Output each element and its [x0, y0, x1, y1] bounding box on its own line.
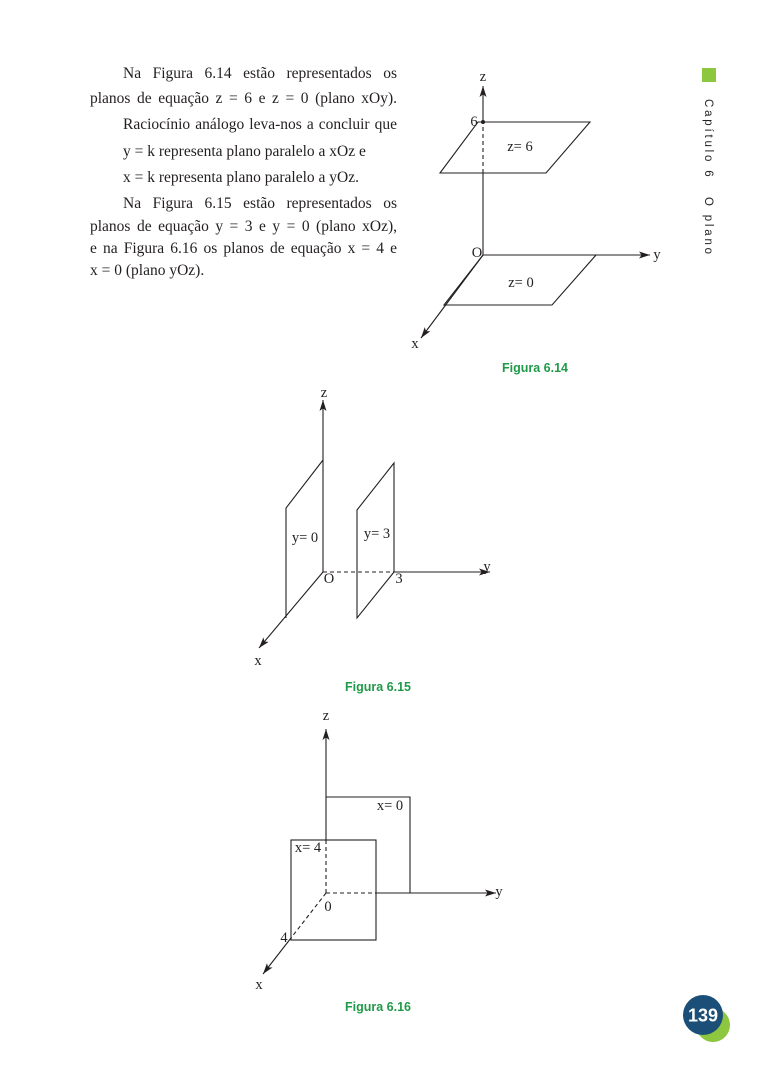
chapter-marker — [702, 68, 716, 82]
fig1-x-axis — [420, 254, 484, 339]
fig2-z-label: z — [321, 385, 328, 401]
fig3-plane-x4-label: x= 4 — [295, 840, 322, 856]
fig1-z-tick-label: 6 — [470, 114, 477, 130]
chapter-title: O plano — [702, 197, 714, 257]
page-number-badge: 139 — [683, 995, 730, 1042]
fig3-z-label: z — [323, 708, 330, 724]
fig1-plane-z0-label: z= 0 — [508, 275, 534, 291]
body-line-5: x = k representa plano paralelo a yOz. — [123, 169, 359, 186]
fig3-y-label: y — [495, 884, 503, 900]
fig3-origin-label: 0 — [324, 899, 331, 915]
fig1-caption: Figura 6.14 — [502, 361, 568, 375]
fig2-plane-y0 — [285, 459, 324, 618]
body-line-1: Na Figura 6.14 estão representados os — [123, 65, 397, 82]
fig1-z-label: z — [480, 69, 487, 85]
fig3-x-tick-label: 4 — [280, 930, 288, 946]
fig1-y-label: y — [653, 247, 661, 263]
fig1-z-tick-point — [481, 120, 485, 124]
body-line-3: Raciocínio análogo leva-nos a concluir q… — [123, 116, 397, 133]
fig3-x-axis-hidden — [290, 892, 327, 939]
figure-6-16: z x= 0 x= 4 0 4 y x Figura 6.16 — [255, 708, 503, 1014]
fig3-plane-x0 — [326, 796, 411, 893]
fig1-origin-label: O — [472, 245, 482, 261]
chapter-label: Capítulo 6 — [702, 99, 714, 180]
fig1-x-label: x — [411, 336, 419, 352]
body-line-8: e na Figura 6.16 os planos de equação x … — [90, 240, 397, 257]
body-line-9: x = 0 (plano yOz). — [90, 262, 205, 279]
fig2-caption: Figura 6.15 — [345, 680, 411, 694]
badge-main-circle — [683, 995, 723, 1035]
body-line-2: planos de equação z = 6 e z = 0 (plano x… — [90, 90, 397, 107]
body-line-4: y = k representa plano paralelo a xOz e — [123, 143, 366, 160]
figure-6-15: z y= 0 y= 3 O 3 y x Figura 6.15 — [254, 385, 491, 694]
body-line-7: planos de equação y = 3 e y = 0 (plano x… — [90, 218, 397, 235]
fig2-y-tick-label: 3 — [395, 571, 402, 587]
fig3-caption: Figura 6.16 — [345, 1000, 411, 1014]
figure-6-14: z 6 z= 6 O y z= 0 x Figura 6.14 — [411, 69, 661, 375]
body-line-6: Na Figura 6.15 estão representados os — [123, 195, 397, 212]
fig2-plane-y3-label: y= 3 — [364, 526, 390, 542]
fig3-plane-x4 — [290, 839, 377, 941]
fig1-plane-z6 — [438, 121, 592, 174]
fig2-plane-y3 — [356, 461, 395, 620]
fig1-plane-z6-label: z= 6 — [507, 139, 533, 155]
fig2-origin-label: O — [324, 571, 334, 587]
fig3-x-label: x — [255, 977, 263, 993]
page-number: 139 — [688, 1006, 718, 1026]
fig2-plane-y0-label: y= 0 — [292, 530, 318, 546]
fig2-x-axis — [258, 571, 324, 649]
fig2-y-label: y — [483, 559, 491, 575]
fig2-x-label: x — [254, 653, 262, 669]
fig3-x-axis — [262, 937, 292, 975]
fig3-plane-x0-label: x= 0 — [377, 798, 403, 814]
